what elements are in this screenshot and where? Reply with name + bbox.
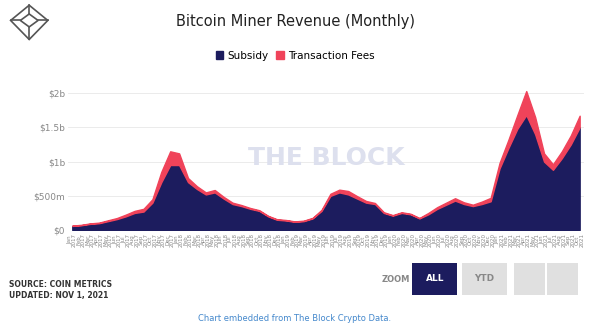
FancyBboxPatch shape [547, 263, 578, 295]
Text: THE BLOCK: THE BLOCK [248, 146, 404, 170]
Legend: Subsidy, Transaction Fees: Subsidy, Transaction Fees [211, 47, 379, 65]
FancyBboxPatch shape [412, 263, 457, 295]
FancyBboxPatch shape [462, 263, 507, 295]
Text: ZOOM: ZOOM [382, 275, 410, 284]
FancyBboxPatch shape [514, 263, 545, 295]
Text: SOURCE: COIN METRICS
UPDATED: NOV 1, 2021: SOURCE: COIN METRICS UPDATED: NOV 1, 202… [9, 280, 112, 301]
Text: Bitcoin Miner Revenue (Monthly): Bitcoin Miner Revenue (Monthly) [175, 14, 415, 29]
Text: Chart embedded from The Block Crypto Data.: Chart embedded from The Block Crypto Dat… [198, 314, 392, 323]
Text: YTD: YTD [474, 274, 494, 283]
Text: ALL: ALL [425, 274, 444, 283]
